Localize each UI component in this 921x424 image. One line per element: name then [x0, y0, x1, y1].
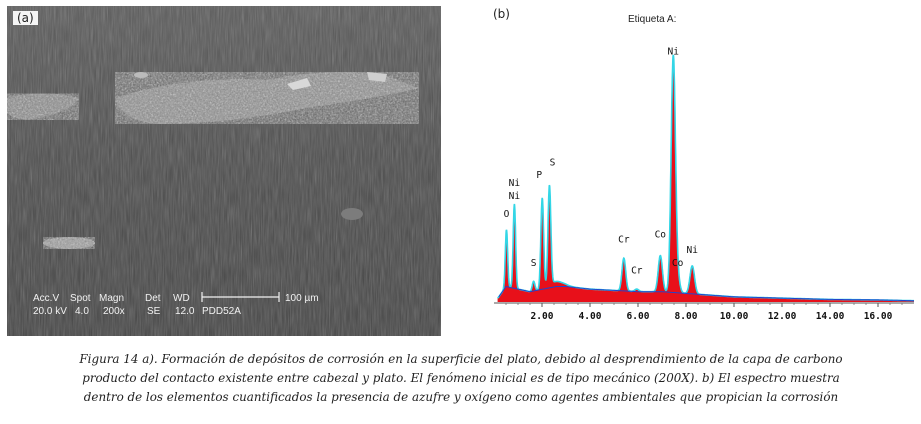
- peak-label-ni: Ni: [509, 191, 521, 202]
- peak-label-cr: Cr: [631, 266, 643, 277]
- sem-sample-id: PDD52A: [202, 306, 241, 317]
- x-tick-label: 4.00: [579, 311, 602, 322]
- x-tick-label: 16.00: [864, 311, 893, 322]
- peak-label-ni: Ni: [668, 46, 680, 57]
- peak-label-p: P: [536, 170, 542, 181]
- peak-label-co: Co: [672, 258, 684, 269]
- peak-label-s: S: [550, 157, 556, 168]
- x-tick-label: 2.00: [531, 311, 554, 322]
- figure-caption: Figura 14 a). Formación de depósitos de …: [6, 350, 916, 407]
- corrosion-deposit-left: [7, 93, 79, 120]
- sem-det-value: SE: [147, 306, 161, 317]
- peak-label-s: S: [531, 258, 537, 269]
- sem-micrograph: (a) Acc.V Spot Magn Det WD 100 µm 20.0 k…: [7, 6, 441, 336]
- spectrum-background-line: [498, 285, 914, 302]
- peak-label-ni: Ni: [509, 178, 521, 189]
- peak-label-o: O: [504, 209, 510, 220]
- sem-spot-value: 4.0: [75, 306, 89, 317]
- caption-line-1: Figura 14 a). Formación de depósitos de …: [79, 352, 843, 366]
- sem-scale-text: 100 µm: [285, 293, 319, 304]
- panel-a-label: (a): [13, 11, 38, 25]
- x-tick-label: 10.00: [720, 311, 749, 322]
- peak-label-co: Co: [655, 230, 667, 241]
- sem-magn-value: 200x: [103, 306, 125, 317]
- spectrum-fill: [497, 54, 914, 303]
- eds-spectrum-panel: (b) Etiqueta A: 2.00 4.00 6.00 8.00 10.00 12.…: [488, 4, 916, 332]
- sem-det-label: Det: [145, 293, 161, 304]
- spectrum-chart: 2.00 4.00 6.00 8.00 10.00 12.00 14.00 16.00 O Ni N…: [494, 46, 914, 322]
- panel-b-label: (b): [493, 7, 510, 21]
- corrosion-deposit-main: [115, 72, 419, 124]
- sem-wd-label: WD: [173, 293, 190, 304]
- peak-label-ni: Ni: [687, 245, 699, 256]
- x-tick-label: 14.00: [816, 311, 845, 322]
- sem-texture: [7, 6, 441, 336]
- x-tick-label: 12.00: [768, 311, 797, 322]
- sem-acc-v-value: 20.0 kV: [33, 306, 67, 317]
- x-tick-label: 6.00: [627, 311, 650, 322]
- sem-magn-label: Magn: [99, 293, 125, 304]
- peak-label-cr: Cr: [618, 235, 630, 246]
- sem-spot-label: Spot: [70, 293, 91, 304]
- sem-wd-value: 12.0: [175, 306, 195, 317]
- scale-bar: [201, 292, 280, 302]
- spectrum-outline: [497, 54, 914, 302]
- caption-line-2: producto del contacto existente entre ca…: [82, 371, 840, 385]
- spectrum-title: Etiqueta A:: [628, 14, 677, 25]
- sem-acc-v-label: Acc.V: [33, 293, 60, 304]
- corrosion-deposit-small: [43, 72, 363, 249]
- caption-line-3: dentro de los elementos cuantificados la…: [83, 390, 839, 404]
- x-tick-label: 8.00: [675, 311, 698, 322]
